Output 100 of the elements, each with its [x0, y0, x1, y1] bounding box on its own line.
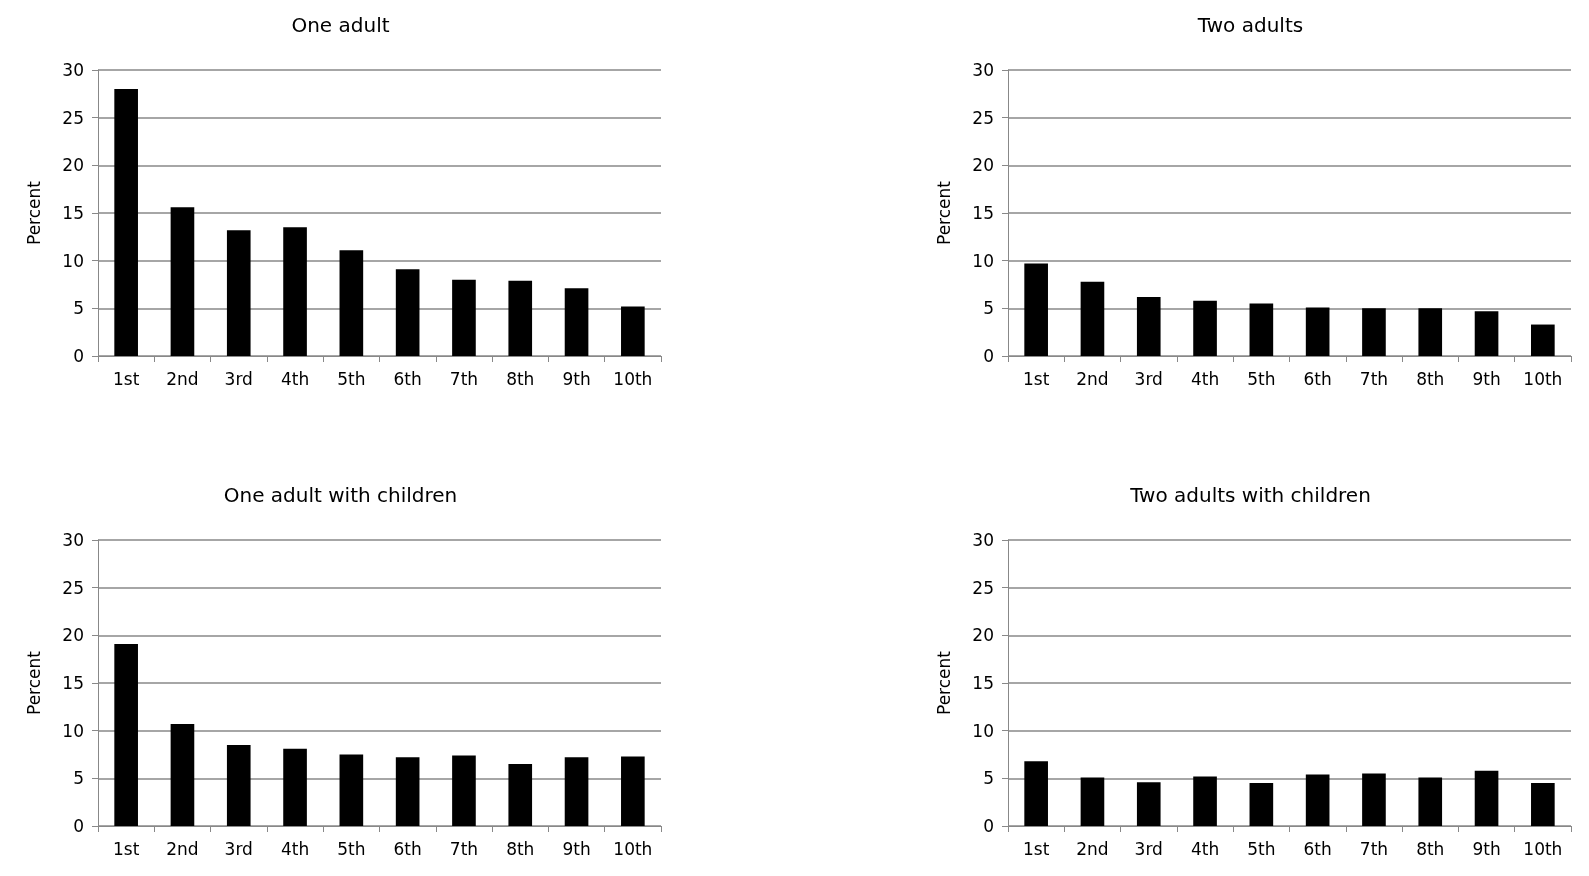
- x-tick-label: 1st: [1022, 368, 1050, 389]
- y-tick-label: 20: [972, 155, 994, 176]
- x-tick-label: 5th: [1247, 838, 1276, 859]
- y-tick-label: 15: [972, 673, 994, 693]
- bar: [621, 756, 645, 826]
- y-tick-label: 5: [983, 298, 994, 319]
- bar: [1249, 303, 1274, 356]
- y-tick-label: 25: [972, 107, 994, 128]
- x-tick-label: 7th: [449, 368, 479, 389]
- bar: [1193, 776, 1217, 826]
- x-tick-label: 10th: [613, 368, 653, 389]
- y-axis-title: Percent: [933, 650, 954, 715]
- chart-title: Two adults: [1196, 13, 1304, 37]
- x-tick-label: 9th: [1472, 838, 1501, 859]
- x-tick-label: 10th: [613, 838, 653, 859]
- y-axis-title: Percent: [933, 180, 954, 245]
- x-tick-label: 4th: [1190, 838, 1220, 859]
- bar: [452, 279, 476, 356]
- bar: [170, 723, 195, 826]
- x-tick-label: 7th: [449, 838, 479, 859]
- x-tick-label: 6th: [1303, 368, 1332, 389]
- bar: [621, 306, 645, 356]
- bar: [395, 757, 420, 826]
- x-tick-label: 9th: [1472, 368, 1501, 389]
- x-tick-label: 8th: [1416, 838, 1445, 859]
- bar: [1249, 783, 1274, 826]
- x-tick-label: 10th: [1523, 838, 1563, 859]
- y-tick-label: 0: [983, 816, 994, 836]
- y-tick-label: 30: [972, 530, 994, 550]
- y-tick-label: 5: [73, 298, 84, 319]
- bar: [1531, 324, 1555, 356]
- y-tick-label: 0: [73, 816, 84, 836]
- x-tick-label: 4th: [280, 368, 310, 389]
- bar: [1080, 777, 1105, 826]
- bar: [1024, 263, 1048, 356]
- y-axis-title: Percent: [23, 650, 44, 715]
- x-tick-label: 2nd: [166, 838, 199, 859]
- bar: [1362, 773, 1386, 826]
- y-tick-label: 10: [62, 720, 84, 741]
- bar: [226, 744, 251, 826]
- y-tick-label: 15: [972, 203, 994, 223]
- x-tick-label: 3rd: [1134, 368, 1163, 389]
- x-tick-label: 4th: [1190, 368, 1220, 389]
- x-tick-label: 6th: [393, 838, 422, 859]
- x-tick-label: 2nd: [1076, 368, 1109, 389]
- y-tick-label: 10: [972, 720, 994, 741]
- bar: [452, 755, 476, 826]
- x-tick-label: 9th: [562, 368, 591, 389]
- bar: [1531, 783, 1555, 826]
- y-tick-label: 0: [73, 346, 84, 366]
- x-tick-label: 7th: [1359, 838, 1389, 859]
- chart-title: Two adults with children: [1129, 483, 1371, 507]
- y-tick-label: 20: [62, 625, 84, 646]
- bar: [170, 207, 195, 356]
- x-tick-label: 8th: [506, 368, 535, 389]
- x-tick-label: 5th: [337, 368, 366, 389]
- x-tick-label: 7th: [1359, 368, 1389, 389]
- y-axis-title: Percent: [23, 180, 44, 245]
- bar: [1080, 281, 1105, 356]
- bar: [1136, 296, 1161, 356]
- bar: [1474, 770, 1499, 826]
- bar: [1024, 761, 1048, 826]
- y-tick-label: 25: [62, 107, 84, 128]
- x-tick-label: 2nd: [1076, 838, 1109, 859]
- chart-title: One adult: [291, 13, 390, 37]
- x-tick-label: 3rd: [1134, 838, 1163, 859]
- y-tick-label: 30: [62, 530, 84, 550]
- x-tick-label: 8th: [1416, 368, 1445, 389]
- bar: [508, 280, 533, 356]
- x-tick-label: 5th: [337, 838, 366, 859]
- bar: [283, 748, 307, 826]
- y-tick-label: 25: [972, 577, 994, 598]
- y-tick-label: 20: [62, 155, 84, 176]
- chart-title: One adult with children: [223, 483, 458, 507]
- x-tick-label: 9th: [562, 838, 591, 859]
- x-tick-label: 10th: [1523, 368, 1563, 389]
- bar: [1418, 308, 1443, 356]
- x-tick-label: 3rd: [224, 838, 253, 859]
- bar: [395, 269, 420, 356]
- y-tick-label: 10: [62, 250, 84, 271]
- x-tick-label: 3rd: [224, 368, 253, 389]
- bar: [339, 250, 364, 356]
- x-tick-label: 1st: [112, 368, 140, 389]
- bar: [339, 754, 364, 826]
- bar: [1474, 311, 1499, 356]
- y-tick-label: 20: [972, 625, 994, 646]
- bar: [226, 230, 251, 356]
- y-tick-label: 10: [972, 250, 994, 271]
- bar: [564, 757, 589, 826]
- bar: [1418, 777, 1443, 826]
- bar: [1305, 774, 1330, 826]
- bar: [1193, 300, 1217, 356]
- y-tick-label: 5: [73, 768, 84, 789]
- y-tick-label: 0: [983, 346, 994, 366]
- y-tick-label: 15: [62, 673, 84, 693]
- y-tick-label: 5: [983, 768, 994, 789]
- x-tick-label: 1st: [1022, 838, 1050, 859]
- x-tick-label: 6th: [1303, 838, 1332, 859]
- x-tick-label: 6th: [393, 368, 422, 389]
- x-tick-label: 2nd: [166, 368, 199, 389]
